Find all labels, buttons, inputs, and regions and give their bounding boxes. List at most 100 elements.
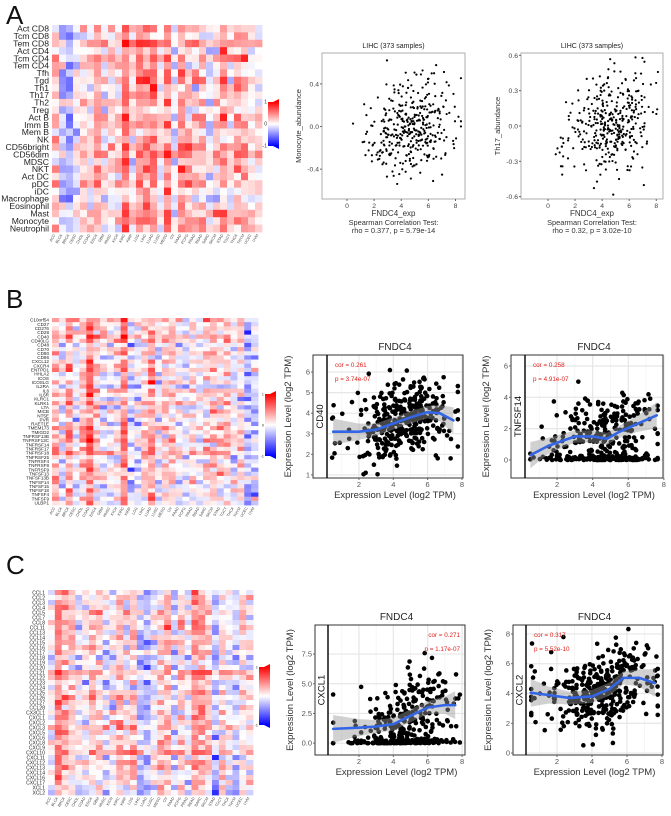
heatmap-cell	[75, 615, 83, 621]
heatmap-cell	[87, 165, 95, 174]
heatmap-cell	[120, 459, 128, 464]
data-point	[377, 437, 383, 443]
heatmap-cell	[52, 396, 60, 402]
heatmap-cell	[213, 217, 221, 226]
heatmap-cell	[251, 446, 259, 452]
heatmap-cell	[100, 330, 108, 336]
heatmap-cell	[232, 660, 240, 666]
heatmap-cell	[123, 625, 131, 631]
heatmap-cell	[58, 475, 67, 481]
heatmap-cell	[109, 630, 117, 636]
heatmap-cell	[52, 69, 60, 78]
heatmap-cell	[150, 76, 158, 85]
heatmap-cell	[65, 426, 73, 431]
data-point	[389, 442, 394, 448]
heatmap-cell	[155, 318, 163, 323]
data-point	[379, 148, 382, 152]
colorbar	[268, 102, 279, 146]
heatmap-cell	[199, 84, 207, 92]
heatmap-cell	[136, 106, 144, 115]
x-tick-label: 8	[454, 203, 458, 210]
heatmap-cell	[230, 384, 238, 390]
data-point	[596, 121, 599, 125]
heatmap-cell	[175, 488, 183, 493]
heatmap-cell	[248, 195, 256, 203]
heatmap-cell	[244, 442, 252, 448]
heatmap-cell	[148, 475, 156, 481]
heatmap-cell	[234, 106, 242, 115]
heatmap-cell	[134, 401, 142, 406]
heatmap-cell	[205, 655, 213, 661]
heatmap-cell	[108, 224, 116, 233]
heatmap-cell	[66, 106, 74, 115]
heatmap-cell	[116, 670, 124, 676]
heatmap-cell	[108, 69, 116, 78]
heatmap-cell	[205, 710, 213, 716]
data-point	[626, 101, 629, 104]
heatmap-cell	[227, 61, 235, 70]
heatmap-cell	[164, 47, 172, 55]
heatmap-cell	[209, 380, 218, 385]
data-point	[405, 91, 408, 94]
heatmap-cell	[248, 84, 256, 92]
heatmap-cell	[178, 32, 186, 41]
data-point	[559, 165, 563, 168]
heatmap-cell	[196, 322, 204, 327]
heatmap-cell	[100, 492, 108, 498]
heatmap-cell	[189, 446, 197, 452]
data-point	[613, 108, 616, 111]
heatmap-cell	[216, 450, 225, 456]
data-point	[600, 134, 603, 137]
data-point	[409, 106, 412, 109]
data-point	[437, 125, 441, 129]
data-point	[378, 157, 381, 160]
data-point	[631, 435, 637, 440]
data-point	[417, 130, 420, 133]
heatmap-cell	[134, 463, 142, 468]
data-point	[616, 457, 622, 463]
heatmap-cell	[127, 392, 135, 398]
heatmap-cell	[108, 187, 116, 196]
heatmap-cell	[143, 47, 151, 55]
heatmap-cell	[52, 430, 60, 435]
heatmap-cell	[225, 675, 233, 681]
heatmap-cell	[212, 640, 220, 646]
heatmap-cell	[89, 675, 97, 681]
heatmap-cell	[189, 392, 197, 398]
heatmap-cell	[82, 745, 90, 751]
heatmap-cell	[129, 84, 137, 92]
heatmap-cell	[120, 496, 128, 502]
data-point	[367, 452, 372, 457]
heatmap-cell	[93, 475, 101, 481]
column-label: UCEC	[244, 233, 253, 245]
heatmap-cell	[212, 660, 220, 666]
heatmap-cell	[161, 500, 170, 506]
heatmap-cell	[95, 655, 104, 661]
heatmap-cell	[61, 650, 69, 656]
heatmap-cell	[82, 690, 90, 696]
heatmap-cell	[72, 484, 80, 489]
data-point	[431, 134, 434, 137]
heatmap-cell	[79, 480, 87, 485]
heatmap-cell	[61, 680, 69, 686]
heatmap-cell	[106, 334, 115, 340]
heatmap-cell	[191, 620, 199, 626]
heatmap-cell	[164, 710, 172, 716]
heatmap-cell	[175, 359, 183, 365]
heatmap-cell	[182, 496, 190, 502]
heatmap-cell	[225, 735, 233, 741]
heatmap-cell	[171, 635, 179, 641]
heatmap-cell	[80, 47, 88, 55]
data-point	[382, 143, 385, 146]
heatmap-cell	[58, 363, 67, 369]
heatmap-cell	[143, 91, 151, 100]
heatmap-cell	[59, 32, 67, 41]
heatmap-cell	[230, 475, 238, 481]
heatmap-cell	[95, 635, 104, 641]
heatmap-cell	[54, 620, 63, 626]
heatmap-cell	[251, 322, 259, 327]
column-label: UCEC	[240, 506, 249, 518]
heatmap-cell	[255, 98, 263, 107]
data-point	[438, 123, 441, 126]
data-point	[373, 141, 376, 144]
